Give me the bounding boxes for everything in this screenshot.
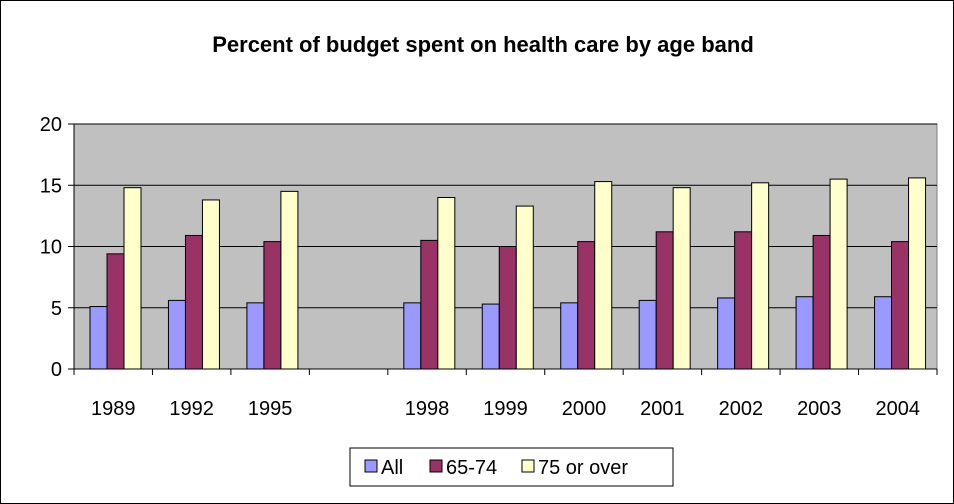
x-tick-label: 2001 xyxy=(640,398,685,420)
bar-all-1999 xyxy=(481,303,500,370)
chart-title: Percent of budget spent on health care b… xyxy=(212,32,754,57)
legend-swatch xyxy=(429,459,443,473)
bar-75-or-over-1999 xyxy=(515,205,534,370)
y-tick-label: 5 xyxy=(51,298,62,320)
bar-65-74-2004 xyxy=(891,241,910,370)
legend-swatch xyxy=(521,459,535,473)
bar-75-or-over-2001 xyxy=(672,187,691,370)
bar-75-or-over-2004 xyxy=(908,177,927,370)
bar-65-74-2002 xyxy=(734,231,753,370)
bar-75-or-over-1995 xyxy=(280,190,299,370)
bar-75-or-over-1989 xyxy=(123,187,142,370)
bar-75-or-over-2003 xyxy=(829,178,848,370)
y-axis-ticks: 0 5 10 15 20 xyxy=(40,114,74,381)
x-tick-label: 2002 xyxy=(719,398,764,420)
bar-all-2001 xyxy=(638,299,657,370)
legend-swatch xyxy=(364,459,378,473)
y-tick-label: 15 xyxy=(40,175,62,197)
y-tick-label: 10 xyxy=(40,237,62,259)
bar-all-2004 xyxy=(874,296,893,370)
bar-75-or-over-1998 xyxy=(437,197,456,370)
bar-65-74-2000 xyxy=(577,241,596,370)
y-tick-label: 20 xyxy=(40,114,62,136)
x-tick-label: 2000 xyxy=(562,398,607,420)
bar-75-or-over-2002 xyxy=(751,182,770,370)
x-tick-label: 1998 xyxy=(405,398,450,420)
legend: All 65-74 75 or over xyxy=(349,447,674,487)
bar-65-74-1995 xyxy=(263,241,282,370)
x-tick-label: 2004 xyxy=(876,398,921,420)
bars xyxy=(89,177,927,370)
x-axis-ticks: 1989 1992 1995 1998 1999 2000 2001 2002 2003 2004 xyxy=(73,369,938,420)
bar-all-1995 xyxy=(246,302,265,370)
bar-65-74-1998 xyxy=(420,239,439,370)
bar-75-or-over-2000 xyxy=(594,181,613,370)
legend-box xyxy=(349,447,674,487)
bar-all-2000 xyxy=(560,302,579,370)
y-tick-label: 0 xyxy=(51,359,62,381)
bar-65-74-2003 xyxy=(812,234,831,370)
bar-all-1989 xyxy=(89,306,108,370)
x-tick-label: 1992 xyxy=(169,398,214,420)
legend-label: All xyxy=(381,457,403,479)
bar-all-2002 xyxy=(717,297,736,370)
x-tick-label: 1995 xyxy=(248,398,293,420)
bar-65-74-2001 xyxy=(655,231,674,370)
bar-all-1998 xyxy=(403,302,422,370)
bar-65-74-1992 xyxy=(184,234,203,370)
x-tick-label: 1999 xyxy=(483,398,528,420)
bar-65-74-1989 xyxy=(106,253,125,370)
x-tick-label: 2003 xyxy=(797,398,842,420)
legend-label: 75 or over xyxy=(538,457,628,479)
legend-label: 65-74 xyxy=(446,457,497,479)
bar-75-or-over-1992 xyxy=(201,199,220,370)
x-tick-label: 1989 xyxy=(91,398,136,420)
bar-65-74-1999 xyxy=(498,246,517,370)
bar-all-2003 xyxy=(795,296,814,370)
bar-all-1992 xyxy=(167,299,186,370)
